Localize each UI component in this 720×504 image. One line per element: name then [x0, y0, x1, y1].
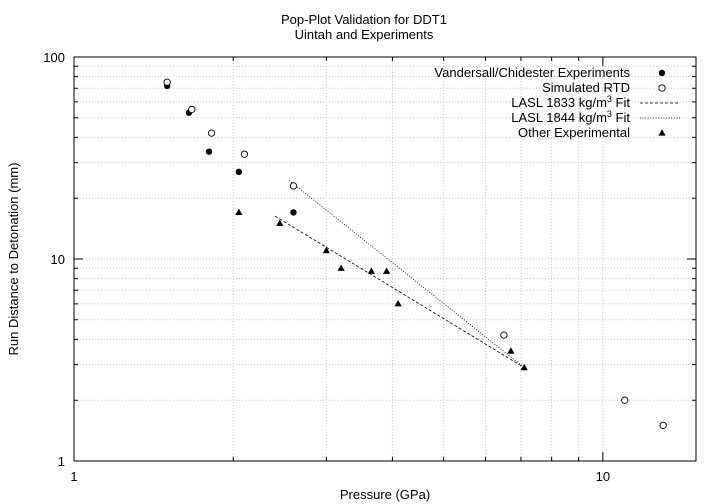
axis-ticks: 1 10 1 10 100 [43, 50, 696, 484]
data-point-series-1 [163, 78, 171, 86]
data-point-series-4 [507, 347, 515, 354]
legend-label-3: LASL 1844 kg/m3 Fit [511, 109, 630, 125]
data-point-series-4 [276, 219, 284, 227]
legend-marker-0 [658, 69, 666, 77]
data-point-series-1 [500, 331, 508, 339]
data-point-series-1 [240, 150, 249, 158]
data-point-series-1 [621, 396, 629, 404]
legend-label-1: Simulated RTD [542, 80, 630, 95]
data-point-series-4 [382, 267, 391, 274]
chart-subtitle: Uintah and Experiments [295, 27, 434, 42]
legend-marker-4 [658, 129, 666, 136]
x-tick-label: 10 [596, 469, 610, 484]
y-tick-label: 100 [43, 50, 65, 65]
data-point-series-4 [520, 363, 528, 371]
fit-line-2 [274, 215, 525, 368]
data-point-series-4 [367, 267, 375, 274]
data-point-series-1 [659, 421, 667, 430]
grid-lines [73, 57, 696, 462]
x-tick-label: 1 [70, 469, 77, 484]
data-point-series-4 [235, 208, 243, 216]
data-point-series-4 [337, 264, 345, 271]
data-point-series-4 [394, 300, 402, 307]
legend-label-4: Other Experimental [518, 125, 630, 140]
data-point-series-0 [290, 209, 297, 216]
data-point-series-0 [235, 168, 243, 176]
legend: Vandersall/Chidester ExperimentsSimulate… [434, 65, 680, 140]
fit-line-3 [288, 180, 525, 368]
legend-label-2: LASL 1833 kg/m3 Fit [511, 94, 630, 110]
y-tick-label: 10 [51, 252, 65, 267]
x-axis-label: Pressure (GPa) [340, 487, 430, 502]
data-markers [163, 78, 667, 430]
fit-lines [274, 180, 525, 368]
chart-title: Pop-Plot Validation for DDT1 [281, 12, 447, 27]
data-point-series-1 [207, 129, 216, 137]
data-point-series-0 [205, 148, 213, 155]
data-point-series-1 [188, 105, 196, 114]
legend-marker-1 [658, 84, 666, 92]
y-axis-label: Run Distance to Detonation (mm) [6, 163, 21, 356]
data-point-series-1 [289, 182, 298, 190]
legend-label-0: Vandersall/Chidester Experiments [434, 65, 630, 80]
data-point-series-4 [322, 246, 330, 254]
tick-marks [73, 56, 696, 462]
y-tick-label: 1 [58, 454, 65, 469]
